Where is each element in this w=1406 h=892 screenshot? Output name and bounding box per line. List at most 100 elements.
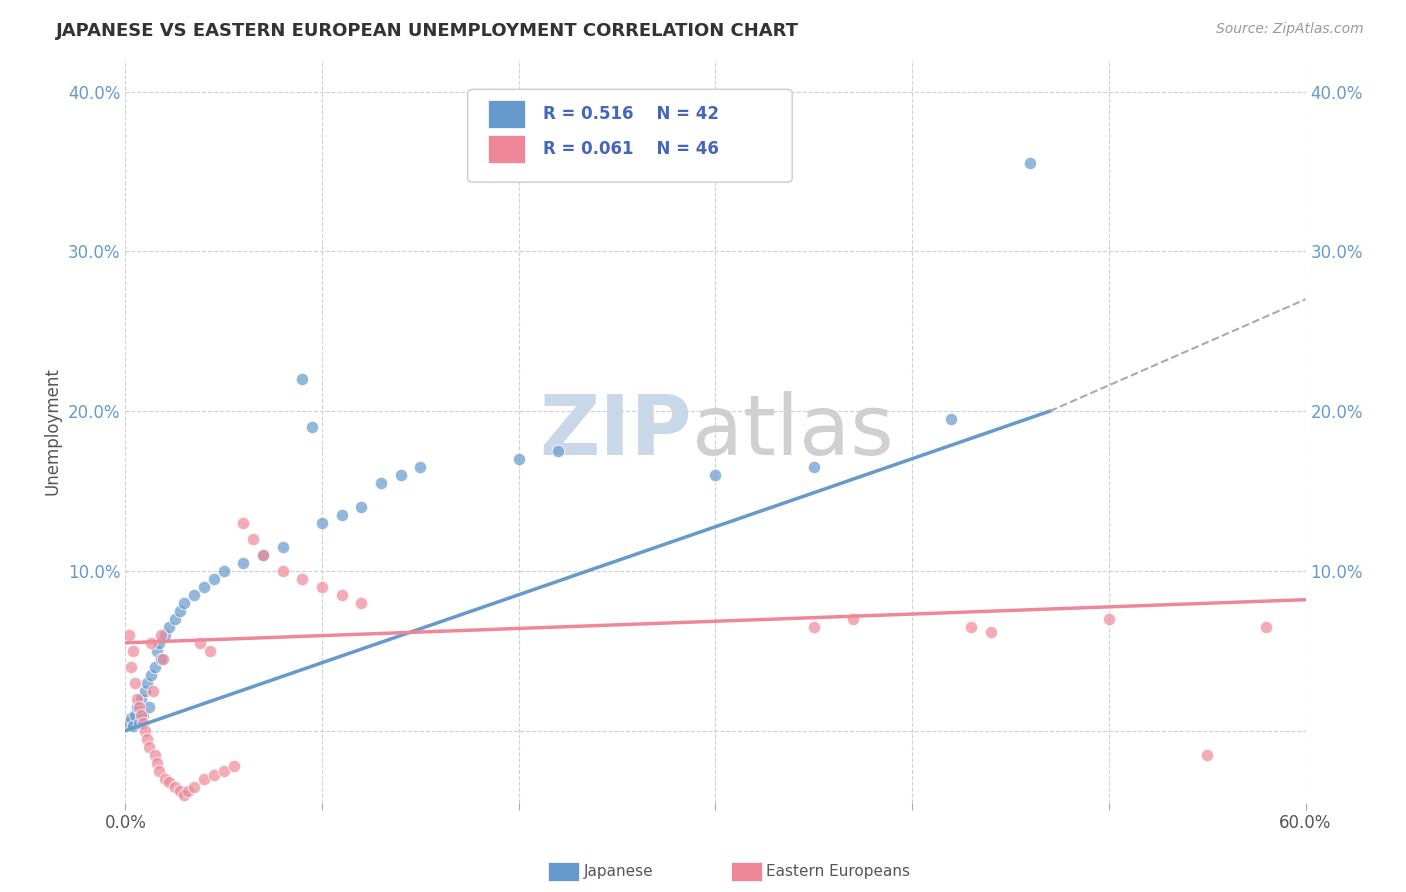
FancyBboxPatch shape <box>468 89 792 182</box>
Point <box>138 699 160 714</box>
Point <box>301 420 323 434</box>
Text: Japanese: Japanese <box>583 864 654 879</box>
Point <box>193 772 215 786</box>
Point <box>212 764 235 778</box>
Point <box>212 564 235 578</box>
Point <box>222 759 245 773</box>
Text: Eastern Europeans: Eastern Europeans <box>766 864 910 879</box>
Point <box>330 508 353 522</box>
Point <box>149 652 172 666</box>
Point <box>173 788 195 802</box>
Point <box>1098 612 1121 626</box>
Point <box>291 372 314 386</box>
Point <box>148 636 170 650</box>
Point <box>142 683 165 698</box>
Point <box>163 612 186 626</box>
Point <box>980 624 1002 639</box>
Point <box>132 707 155 722</box>
Point <box>143 747 166 762</box>
Point <box>311 580 333 594</box>
Point <box>508 452 530 467</box>
Point <box>120 711 142 725</box>
Point <box>136 731 159 746</box>
Point <box>129 707 152 722</box>
Point <box>193 580 215 594</box>
Point <box>120 660 142 674</box>
Point <box>169 784 191 798</box>
Point <box>148 764 170 778</box>
Point <box>139 636 162 650</box>
Point <box>960 620 983 634</box>
Point <box>547 444 569 458</box>
Text: atlas: atlas <box>692 391 894 472</box>
Point <box>138 739 160 754</box>
Point <box>122 644 145 658</box>
Point <box>146 756 169 770</box>
Point <box>188 636 211 650</box>
Point <box>173 596 195 610</box>
Text: R = 0.516    N = 42: R = 0.516 N = 42 <box>543 105 720 123</box>
Point <box>1256 620 1278 634</box>
Point <box>370 476 392 491</box>
Point <box>252 548 274 562</box>
Point <box>124 707 146 722</box>
Point <box>941 412 963 426</box>
Point <box>177 784 200 798</box>
Point <box>842 612 865 626</box>
Point <box>139 667 162 681</box>
Point <box>271 540 294 554</box>
Point <box>330 588 353 602</box>
Point <box>118 628 141 642</box>
Point <box>271 564 294 578</box>
Point <box>232 516 254 530</box>
Point <box>136 675 159 690</box>
Bar <box>488 100 526 128</box>
Text: JAPANESE VS EASTERN EUROPEAN UNEMPLOYMENT CORRELATION CHART: JAPANESE VS EASTERN EUROPEAN UNEMPLOYMEN… <box>56 22 799 40</box>
Point <box>163 780 186 794</box>
Point <box>152 652 174 666</box>
Point <box>252 548 274 562</box>
Bar <box>488 135 526 163</box>
Point <box>409 460 432 475</box>
Point <box>350 500 373 514</box>
Point <box>311 516 333 530</box>
Point <box>242 532 264 546</box>
Point <box>134 683 156 698</box>
Point <box>118 715 141 730</box>
Point <box>169 604 191 618</box>
Point <box>124 675 146 690</box>
Point <box>128 715 150 730</box>
Point <box>803 460 825 475</box>
Point <box>157 620 180 634</box>
Point <box>134 723 156 738</box>
Point <box>127 699 149 714</box>
Point <box>153 628 176 642</box>
Point <box>128 699 150 714</box>
Point <box>198 644 221 658</box>
Point <box>143 660 166 674</box>
Point <box>183 780 205 794</box>
Point <box>232 556 254 570</box>
Point <box>153 772 176 786</box>
Point <box>1197 747 1219 762</box>
Point <box>202 768 225 782</box>
Point <box>122 719 145 733</box>
Point <box>132 715 155 730</box>
Point <box>803 620 825 634</box>
Point <box>129 691 152 706</box>
Point <box>127 691 149 706</box>
Text: ZIP: ZIP <box>540 391 692 472</box>
Point <box>704 468 727 483</box>
Point <box>389 468 412 483</box>
Point <box>149 628 172 642</box>
Point <box>146 644 169 658</box>
Point <box>350 596 373 610</box>
Point <box>183 588 205 602</box>
Y-axis label: Unemployment: Unemployment <box>44 368 60 495</box>
Point <box>202 572 225 586</box>
Point <box>157 774 180 789</box>
Point <box>291 572 314 586</box>
Text: R = 0.061    N = 46: R = 0.061 N = 46 <box>543 140 718 158</box>
Point <box>1019 156 1042 170</box>
Text: Source: ZipAtlas.com: Source: ZipAtlas.com <box>1216 22 1364 37</box>
